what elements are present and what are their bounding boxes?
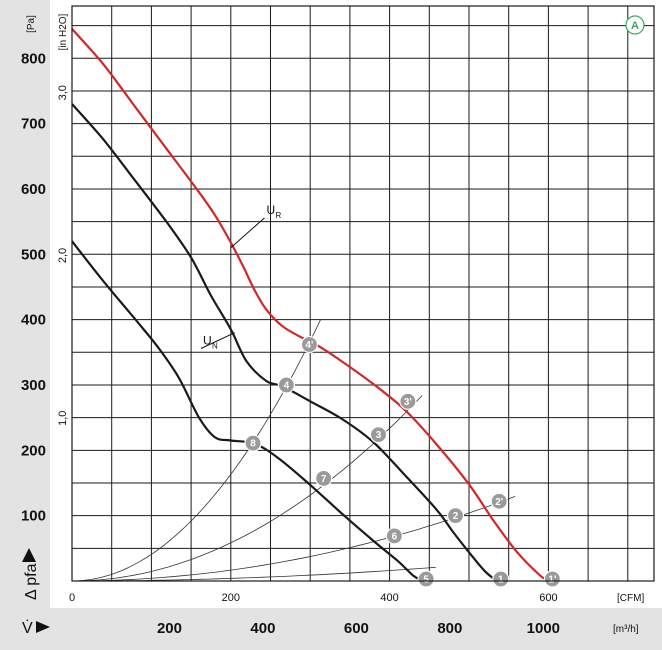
curve-labels: U RU N <box>200 203 281 351</box>
plot-frame <box>71 5 655 582</box>
operating-point-4p: 4' <box>300 335 319 354</box>
operating-point-label: 2' <box>495 497 503 508</box>
grid <box>72 6 654 581</box>
x-m3h-tick-label: 800 <box>437 620 462 637</box>
operating-point-label: 1' <box>548 575 556 586</box>
operating-point-3p: 3' <box>399 392 417 410</box>
operating-point-circle <box>369 426 388 444</box>
y-axis-ticks: 100 200 300 400 500 600 700 800 <box>21 50 46 524</box>
operating-point-label: 1 <box>498 575 504 586</box>
y-tick-label: 700 <box>21 116 46 133</box>
operating-point-label: 4' <box>305 340 313 351</box>
x-axis-cfm-ticks: 0 200 400 600 <box>69 592 558 604</box>
y-axis-label-text: Δ pfa <box>23 563 40 600</box>
operating-point-label: 2 <box>453 511 459 522</box>
operating-point-7: 7 <box>315 469 333 488</box>
operating-point-label: 5 <box>423 575 429 586</box>
operating-point-8: 8 <box>244 434 262 452</box>
operating-point-circle <box>300 335 319 354</box>
x-unit-cfm: [CFM] <box>617 593 644 604</box>
y-arrow-icon <box>22 548 36 562</box>
operating-point-circle <box>244 434 262 452</box>
x-cfm-tick-label: 400 <box>380 592 398 604</box>
operating-point-1: 1 <box>492 570 510 588</box>
y2-tick-label: 3,0 <box>57 85 69 100</box>
chart-badge: A <box>625 15 645 35</box>
curve-label: U <box>266 203 275 217</box>
system-curve <box>71 395 423 582</box>
system-curve <box>71 319 321 582</box>
y-tick-label: 500 <box>21 246 46 263</box>
y-tick-label: 100 <box>21 508 46 525</box>
badge-text: A <box>631 20 639 32</box>
y-tick-label: 800 <box>21 50 46 67</box>
operating-point-circle <box>315 469 333 488</box>
operating-point-circle <box>399 392 417 410</box>
x-arrow-icon <box>36 621 50 633</box>
badge-circle <box>625 15 645 35</box>
x-axis-label: V̇ <box>22 619 33 637</box>
curve-label-subscript: R <box>275 211 281 220</box>
operating-point-circle <box>490 492 508 510</box>
operating-point-label: 6 <box>392 531 398 542</box>
operating-point-2: 2 <box>446 507 465 525</box>
curve-label-leader <box>200 332 235 349</box>
operating-point-label: 8 <box>250 439 256 450</box>
y2-tick-label: 1,0 <box>57 411 69 426</box>
curve-label-subscript: N <box>212 342 218 351</box>
bottom-axis-band <box>0 608 662 650</box>
x-m3h-tick-label: 200 <box>157 620 182 637</box>
x-m3h-tick-label: 600 <box>344 620 369 637</box>
x-unit-m3h: [m³/h] <box>613 624 639 635</box>
operating-point-label: 3' <box>404 397 412 408</box>
x-cfm-tick-label: 200 <box>222 592 240 604</box>
y-tick-label: 600 <box>21 181 46 198</box>
x-m3h-tick-label: 400 <box>250 620 275 637</box>
y-unit-pa: [Pa] <box>26 15 37 33</box>
operating-point-circle <box>543 570 561 588</box>
y2-tick-label: 2,0 <box>57 248 69 263</box>
y-tick-label: 400 <box>21 312 46 329</box>
operating-points: 1 1' 2 2' 3 3' 4 4' 5 6 7 8 <box>244 335 561 588</box>
operating-point-5: 5 <box>417 570 435 588</box>
y-tick-label: 200 <box>21 442 46 459</box>
operating-point-label: 3 <box>376 430 382 441</box>
plot-background <box>72 6 654 581</box>
system-curve <box>71 496 516 582</box>
operating-point-3: 3 <box>369 426 388 444</box>
left-axis-band <box>0 0 50 650</box>
fan-curve-ur-0 <box>71 28 551 583</box>
operating-point-2p: 2' <box>490 492 508 510</box>
y-unit-inh2o: [in H2O] <box>58 13 69 50</box>
operating-point-1p: 1' <box>543 570 561 588</box>
operating-point-label: 4 <box>284 380 290 391</box>
y-axis-secondary-ticks: 1,0 2,0 3,0 <box>57 85 69 426</box>
operating-point-4: 4 <box>277 376 295 394</box>
operating-point-circle <box>385 527 403 545</box>
operating-point-circle <box>492 570 510 588</box>
curve-label: U <box>203 334 212 348</box>
operating-point-label: 7 <box>321 474 327 485</box>
fan-curve-un-2 <box>71 240 424 582</box>
operating-point-circle <box>417 570 435 588</box>
x-cfm-tick-label: 600 <box>539 592 557 604</box>
x-cfm-tick-label: 0 <box>69 592 75 604</box>
curve-label-leader <box>230 217 265 249</box>
y-axis-label: Δ pfa <box>23 563 40 600</box>
x-axis-m3h-ticks: 200 400 600 800 1000 <box>157 620 560 637</box>
x-m3h-tick-label: 1000 <box>527 620 560 637</box>
operating-point-6: 6 <box>385 527 403 545</box>
y-tick-label: 300 <box>21 377 46 394</box>
operating-point-circle <box>446 507 465 525</box>
operating-point-circle <box>277 376 295 394</box>
